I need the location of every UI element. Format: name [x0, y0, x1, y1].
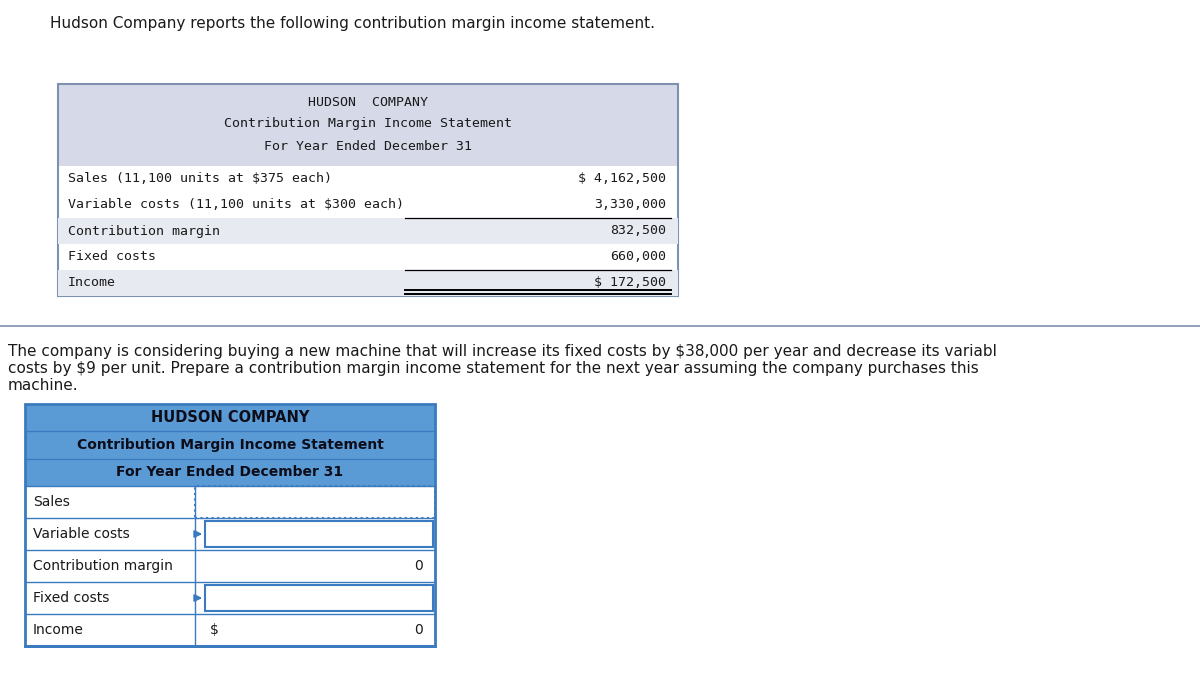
- Text: Sales: Sales: [34, 495, 70, 509]
- Text: 660,000: 660,000: [610, 250, 666, 263]
- Text: $ 4,162,500: $ 4,162,500: [578, 172, 666, 185]
- Text: $: $: [210, 623, 218, 637]
- Bar: [25, 404, 436, 486]
- Text: Fixed costs: Fixed costs: [34, 591, 109, 605]
- Text: Hudson Company reports the following contribution margin income statement.: Hudson Company reports the following con…: [50, 16, 655, 31]
- Bar: [25, 614, 436, 646]
- Text: For Year Ended December 31: For Year Ended December 31: [116, 465, 343, 479]
- Bar: [58, 270, 678, 296]
- Text: 0: 0: [414, 623, 424, 637]
- Text: Contribution Margin Income Statement: Contribution Margin Income Statement: [224, 117, 512, 130]
- Text: $ 172,500: $ 172,500: [594, 276, 666, 289]
- Bar: [25, 582, 436, 614]
- Bar: [25, 550, 436, 582]
- Text: costs by $9 per unit. Prepare a contribution margin income statement for the nex: costs by $9 per unit. Prepare a contribu…: [8, 361, 979, 376]
- Text: Contribution margin: Contribution margin: [34, 559, 173, 573]
- Bar: [205, 521, 433, 547]
- Text: 0: 0: [414, 559, 424, 573]
- Text: machine.: machine.: [8, 378, 79, 393]
- Bar: [25, 518, 436, 550]
- Bar: [58, 84, 678, 296]
- Text: Sales (11,100 units at $375 each): Sales (11,100 units at $375 each): [68, 172, 332, 185]
- Text: Income: Income: [68, 276, 116, 289]
- Text: The company is considering buying a new machine that will increase its fixed cos: The company is considering buying a new …: [8, 344, 997, 359]
- Text: Income: Income: [34, 623, 84, 637]
- Text: Fixed costs: Fixed costs: [68, 250, 156, 263]
- Text: 3,330,000: 3,330,000: [594, 198, 666, 211]
- Text: Contribution margin: Contribution margin: [68, 224, 220, 237]
- Text: HUDSON  COMPANY: HUDSON COMPANY: [308, 96, 428, 109]
- Bar: [58, 84, 678, 166]
- Bar: [25, 486, 436, 518]
- Text: Contribution Margin Income Statement: Contribution Margin Income Statement: [77, 438, 384, 452]
- Bar: [205, 585, 433, 611]
- Text: Variable costs (11,100 units at $300 each): Variable costs (11,100 units at $300 eac…: [68, 198, 404, 211]
- Text: 832,500: 832,500: [610, 224, 666, 237]
- Text: Variable costs: Variable costs: [34, 527, 130, 541]
- Text: For Year Ended December 31: For Year Ended December 31: [264, 140, 472, 153]
- Text: HUDSON COMPANY: HUDSON COMPANY: [151, 410, 310, 425]
- Bar: [58, 218, 678, 244]
- Bar: [194, 486, 436, 518]
- Bar: [25, 404, 436, 646]
